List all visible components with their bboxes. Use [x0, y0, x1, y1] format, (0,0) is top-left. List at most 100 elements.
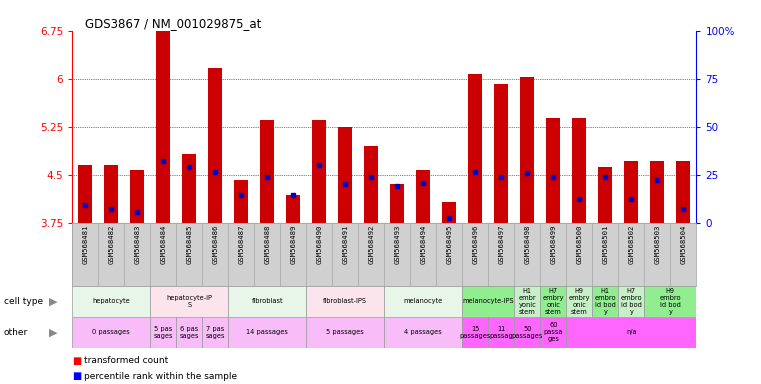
FancyBboxPatch shape	[566, 286, 592, 317]
FancyBboxPatch shape	[463, 286, 514, 317]
Text: GSM568495: GSM568495	[446, 225, 452, 264]
Text: H9
embro
id bod
y: H9 embro id bod y	[660, 288, 681, 315]
Text: GSM568501: GSM568501	[602, 225, 608, 264]
FancyBboxPatch shape	[151, 286, 228, 317]
Bar	[209, 68, 222, 223]
FancyBboxPatch shape	[177, 317, 202, 348]
FancyBboxPatch shape	[592, 286, 619, 317]
FancyBboxPatch shape	[566, 317, 696, 348]
Text: H7
embro
id bod
y: H7 embro id bod y	[620, 288, 642, 315]
Bar	[494, 84, 508, 223]
Bar	[572, 118, 587, 223]
Bar	[182, 154, 196, 223]
Bar	[624, 161, 638, 223]
FancyBboxPatch shape	[228, 317, 306, 348]
Text: cell type: cell type	[4, 297, 43, 306]
Bar	[546, 118, 560, 223]
FancyBboxPatch shape	[514, 317, 540, 348]
Text: fibroblast: fibroblast	[251, 298, 283, 305]
Text: melanocyte-IPS: melanocyte-IPS	[463, 298, 514, 305]
Bar	[260, 120, 275, 223]
Text: fibroblast-IPS: fibroblast-IPS	[323, 298, 368, 305]
Text: GSM568482: GSM568482	[108, 225, 114, 264]
Bar	[234, 180, 248, 223]
Text: 50
passages: 50 passages	[511, 326, 543, 339]
Text: GSM568492: GSM568492	[368, 225, 374, 264]
Text: n/a: n/a	[626, 329, 637, 335]
FancyBboxPatch shape	[306, 317, 384, 348]
Text: H9
embry
onic
stem: H9 embry onic stem	[568, 288, 590, 315]
Text: GSM568481: GSM568481	[82, 225, 88, 264]
FancyBboxPatch shape	[514, 286, 540, 317]
Text: 14 passages: 14 passages	[247, 329, 288, 335]
Text: GSM568491: GSM568491	[342, 225, 349, 264]
Bar	[650, 161, 664, 223]
FancyBboxPatch shape	[306, 286, 384, 317]
Text: 5 passages: 5 passages	[326, 329, 365, 335]
FancyBboxPatch shape	[384, 317, 463, 348]
Bar	[78, 165, 92, 223]
Text: GSM568489: GSM568489	[290, 225, 296, 264]
Text: ■: ■	[72, 371, 81, 381]
FancyBboxPatch shape	[151, 317, 177, 348]
Bar	[390, 184, 404, 223]
Text: GSM568498: GSM568498	[524, 225, 530, 264]
Text: GSM568503: GSM568503	[654, 225, 661, 264]
FancyBboxPatch shape	[72, 286, 151, 317]
Text: GSM568484: GSM568484	[161, 225, 167, 264]
Text: 60
passa
ges: 60 passa ges	[543, 322, 563, 342]
Text: GSM568487: GSM568487	[238, 225, 244, 264]
FancyBboxPatch shape	[540, 286, 566, 317]
FancyBboxPatch shape	[384, 286, 463, 317]
Bar	[156, 31, 170, 223]
Text: ▶: ▶	[49, 296, 57, 306]
Text: GSM568485: GSM568485	[186, 225, 193, 264]
Bar	[598, 167, 613, 223]
Bar	[104, 165, 119, 223]
Text: H1
embro
id bod
y: H1 embro id bod y	[594, 288, 616, 315]
Text: GSM568488: GSM568488	[264, 225, 270, 264]
Text: ▶: ▶	[49, 327, 57, 337]
Text: GSM568500: GSM568500	[576, 225, 582, 264]
Text: 4 passages: 4 passages	[404, 329, 442, 335]
Text: GDS3867 / NM_001029875_at: GDS3867 / NM_001029875_at	[84, 17, 261, 30]
Text: 15
passages: 15 passages	[460, 326, 491, 339]
Text: H1
embr
yonic
stem: H1 embr yonic stem	[518, 288, 537, 315]
FancyBboxPatch shape	[72, 317, 151, 348]
Text: hepatocyte-iP
S: hepatocyte-iP S	[167, 295, 212, 308]
FancyBboxPatch shape	[202, 317, 228, 348]
Text: GSM568496: GSM568496	[473, 225, 479, 264]
FancyBboxPatch shape	[228, 286, 306, 317]
Text: melanocyte: melanocyte	[403, 298, 443, 305]
Text: GSM568504: GSM568504	[680, 225, 686, 264]
Bar	[468, 74, 482, 223]
Bar	[286, 195, 301, 223]
Text: GSM568493: GSM568493	[394, 225, 400, 264]
Text: GSM568490: GSM568490	[317, 225, 323, 264]
FancyBboxPatch shape	[540, 317, 566, 348]
Text: GSM568483: GSM568483	[134, 225, 140, 264]
Bar	[365, 146, 378, 223]
Text: 11
passag: 11 passag	[489, 326, 513, 339]
Text: 7 pas
sages: 7 pas sages	[205, 326, 225, 339]
Bar	[338, 127, 352, 223]
FancyBboxPatch shape	[619, 286, 645, 317]
FancyBboxPatch shape	[463, 317, 489, 348]
Bar	[130, 170, 145, 223]
Text: 0 passages: 0 passages	[92, 329, 130, 335]
Text: GSM568502: GSM568502	[629, 225, 635, 264]
Bar	[416, 170, 431, 223]
FancyBboxPatch shape	[645, 286, 696, 317]
Text: 6 pas
sages: 6 pas sages	[180, 326, 199, 339]
Bar	[312, 120, 326, 223]
Text: other: other	[4, 328, 28, 337]
Text: transformed count: transformed count	[84, 356, 168, 366]
Text: GSM568499: GSM568499	[550, 225, 556, 264]
Text: GSM568497: GSM568497	[498, 225, 505, 264]
Text: percentile rank within the sample: percentile rank within the sample	[84, 372, 237, 381]
Text: hepatocyte: hepatocyte	[92, 298, 130, 305]
Text: H7
embry
onic
stem: H7 embry onic stem	[543, 288, 564, 315]
Text: 5 pas
sages: 5 pas sages	[154, 326, 173, 339]
Bar	[677, 161, 690, 223]
Bar	[442, 202, 457, 223]
